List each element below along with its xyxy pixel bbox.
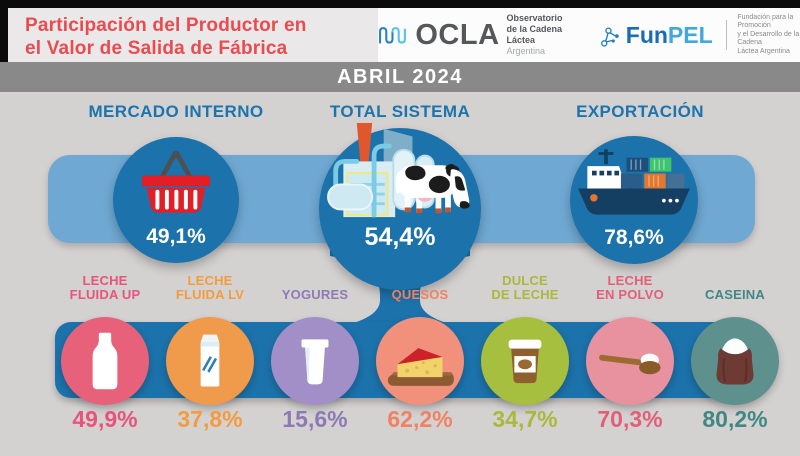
label-leche-fluida-lv: LECHE FLUIDA LV	[175, 273, 245, 302]
leche-fluida-lv-circle	[166, 317, 254, 405]
total-sistema-value: 54,4%	[364, 223, 436, 251]
value-dulce-de-leche: 34,7%	[492, 406, 558, 432]
value-quesos: 62,2%	[387, 406, 453, 432]
ocla-wordmark: OCLA	[415, 18, 500, 51]
section-header-exportacion: EXPORTACIÓN	[576, 102, 704, 121]
cargo-ship-icon	[578, 136, 690, 226]
yogurt-cup-icon	[301, 339, 329, 385]
dulce-de-leche-circle	[481, 317, 569, 405]
powder-spoon-icon	[599, 353, 661, 375]
page-title-line2: el Valor de Salida de Fábrica	[25, 38, 288, 59]
value-yogures: 15,6%	[282, 406, 348, 432]
shopping-basket-icon	[140, 137, 212, 225]
value-caseina: 80,2%	[702, 406, 768, 432]
section-header-total-sistema: TOTAL SISTEMA	[329, 102, 471, 121]
funpel-network-icon	[601, 26, 619, 47]
casein-sack-icon	[716, 338, 754, 385]
period-bar: ABRIL 2024	[0, 62, 800, 92]
dulce-jar-icon	[508, 339, 542, 384]
label-leche-fluida-up: LECHE FLUIDA UP	[69, 273, 141, 302]
page-title-line1: Participación del Productor en	[25, 15, 307, 36]
label-caseina: CASEINA	[705, 287, 765, 302]
ocla-logo: OCLA Observatorio de la Cadena Láctea Ar…	[378, 13, 572, 57]
title-box: Participación del Productor en el Valor …	[8, 8, 378, 62]
value-leche-fluida-up: 49,9%	[72, 406, 138, 432]
cow	[395, 163, 470, 213]
mercado-interno-circle: 49,1%	[113, 137, 239, 263]
mercado-interno-value: 49,1%	[146, 225, 206, 248]
ocla-subtitle: Observatorio de la Cadena Láctea Argenti…	[507, 13, 573, 57]
label-leche-en-polvo: LECHE EN POLVO	[596, 273, 664, 302]
funpel-tagline: Fundación para la Promoción y el Desarro…	[737, 13, 800, 55]
ocla-subtitle-line2: de la Cadena Láctea	[506, 24, 563, 45]
label-quesos: QUESOS	[391, 287, 449, 302]
ocla-subtitle-line3: Argentina	[506, 46, 546, 56]
exportacion-value: 78,6%	[604, 226, 664, 249]
section-header-mercado-interno: MERCADO INTERNO	[88, 102, 264, 121]
quesos-circle	[376, 317, 464, 405]
funpel-divider	[725, 20, 727, 50]
label-dulce-de-leche: DULCE DE LECHE	[491, 273, 559, 302]
leche-en-polvo-circle	[586, 317, 674, 405]
milk-carton-icon	[200, 334, 220, 387]
value-leche-en-polvo: 70,3%	[597, 406, 663, 432]
label-yogures: YOGURES	[281, 287, 349, 302]
ocla-subtitle-line1: Observatorio	[506, 13, 563, 23]
funpel-wordmark: FunPEL	[625, 21, 713, 48]
leche-fluida-up-circle	[61, 317, 149, 405]
value-leche-fluida-lv: 37,8%	[177, 406, 243, 432]
exportacion-circle: 78,6%	[570, 136, 698, 264]
period-label: ABRIL 2024	[337, 65, 463, 88]
funpel-logo: FunPEL Fundación para la Promoción y el …	[600, 14, 800, 57]
ocla-wave-icon	[379, 27, 406, 44]
logo-area: OCLA Observatorio de la Cadena Láctea Ar…	[378, 8, 800, 62]
milk-bottle-icon	[92, 332, 118, 390]
total-sistema-circle: 54,4%	[319, 122, 481, 290]
factory-and-cow-icon	[327, 122, 473, 223]
header: Participación del Productor en el Valor …	[0, 0, 800, 62]
yogures-circle	[271, 317, 359, 405]
cheese-board-icon	[387, 348, 454, 386]
caseina-circle	[691, 317, 779, 405]
